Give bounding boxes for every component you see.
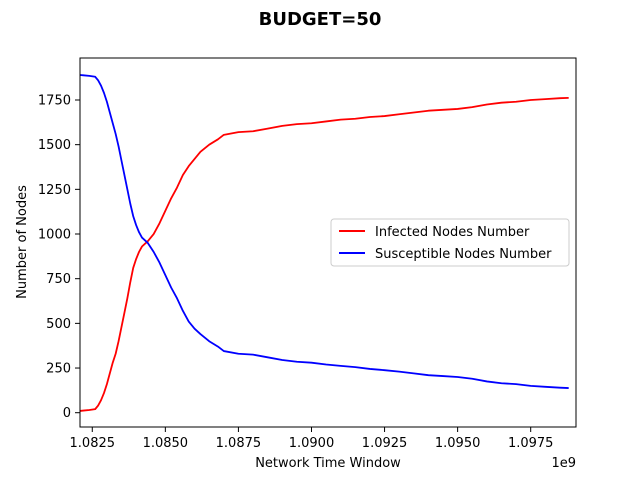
x-axis-label: Network Time Window (255, 456, 401, 471)
legend: Infected Nodes Number Susceptible Nodes … (330, 218, 570, 267)
y-tick-label: 1000 (38, 228, 71, 243)
y-tick-label: 250 (46, 362, 71, 377)
x-tick-label: 1.0850 (143, 436, 189, 451)
plot-frame (79, 57, 577, 428)
y-tick-label: 1750 (38, 93, 71, 108)
y-tick-label: 750 (46, 272, 71, 287)
legend-box (330, 218, 570, 267)
series-line-infected (79, 96, 569, 412)
x-tick-label: 1.0950 (435, 436, 481, 451)
y-axis-label: Number of Nodes (15, 185, 30, 299)
x-axis-offset-label: 1e9 (551, 456, 576, 471)
x-tick-label: 1.0975 (508, 436, 554, 451)
y-axis: 0 250 500 750 1000 1250 1500 1750 (38, 93, 80, 421)
x-tick-label: 1.0875 (216, 436, 262, 451)
y-tick-label: 1500 (38, 138, 71, 153)
y-tick-label: 0 (63, 406, 71, 421)
legend-label-susceptible: Susceptible Nodes Number (375, 247, 552, 262)
series-line-susceptible (79, 74, 569, 389)
series-layer (79, 74, 569, 412)
chart-title: BUDGET=50 (259, 9, 382, 30)
x-tick-label: 1.0925 (362, 436, 408, 451)
x-axis: 1.0825 1.0850 1.0875 1.0900 1.0925 1.0950 1.09… (70, 427, 554, 451)
x-tick-label: 1.0900 (289, 436, 335, 451)
y-tick-label: 1250 (38, 183, 71, 198)
legend-label-infected: Infected Nodes Number (375, 225, 530, 240)
x-tick-label: 1.0825 (70, 436, 116, 451)
y-tick-label: 500 (46, 317, 71, 332)
